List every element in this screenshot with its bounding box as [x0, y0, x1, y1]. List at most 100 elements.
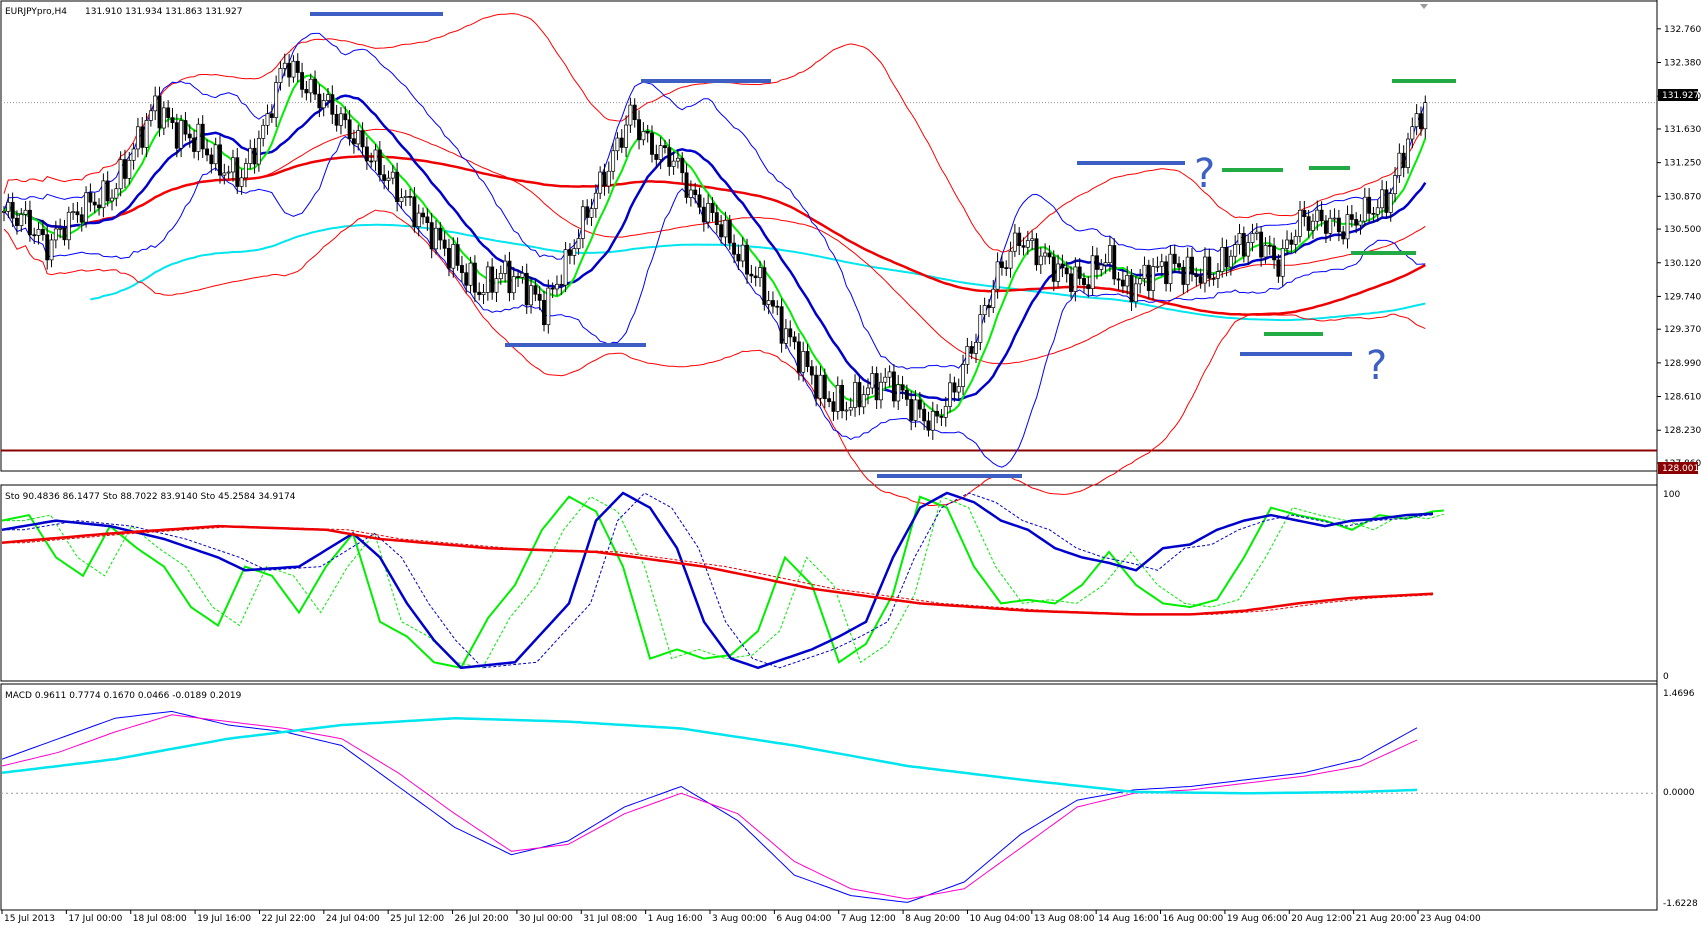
candle-body [1107, 245, 1112, 263]
candle-body [386, 177, 391, 181]
candle-body [429, 222, 434, 250]
candle-body [866, 387, 870, 395]
time-axis[interactable]: 15 Jul 2013 17 Jul 00:00 18 Jul 08:00 19 Ju… [1, 910, 1481, 924]
candle-body [1146, 264, 1151, 291]
candle-body [753, 275, 758, 279]
macd-signal-line [1, 714, 1418, 900]
candle-body [822, 374, 827, 399]
candle-body [900, 384, 905, 391]
candle-body [1341, 231, 1346, 240]
candle-body [999, 261, 1004, 268]
candle-body [248, 147, 253, 164]
macd-zero-label: 0.0000 [1663, 788, 1695, 798]
candle-body [412, 196, 417, 228]
candle-body [796, 341, 801, 373]
candle-body [1181, 266, 1186, 285]
chart-title: EURJPYpro,H4 [5, 7, 67, 17]
candle-body [1125, 275, 1130, 287]
candle-body [330, 94, 335, 115]
candle-body [732, 242, 737, 255]
candle-body [339, 113, 343, 126]
candle-body [144, 120, 149, 148]
price-tick-label: 132.380 [1664, 59, 1701, 69]
candle-body [179, 120, 184, 149]
envelope-lower-line [3, 209, 1426, 506]
candle-body [1155, 265, 1160, 268]
candle-body [222, 172, 227, 176]
candle-body [1323, 220, 1328, 234]
candle-body [1172, 253, 1177, 264]
candle-body [416, 212, 421, 228]
candle-body [235, 157, 240, 187]
candle-body [308, 78, 313, 94]
candle-body [974, 342, 978, 354]
candle-body [351, 138, 356, 145]
time-tick-label: 31 Jul 08:00 [583, 914, 637, 924]
candle-body [15, 217, 19, 226]
candle-body [991, 288, 996, 308]
macd-top-label: 1.4696 [1663, 689, 1695, 699]
candle-body [507, 260, 512, 294]
candle-body [801, 351, 806, 373]
candle-body [114, 188, 119, 199]
candle-body [671, 160, 676, 167]
candle-body [205, 148, 209, 156]
candle-body [92, 201, 97, 206]
candle-body [269, 113, 274, 118]
time-tick-label: 13 Aug 08:00 [1034, 914, 1095, 924]
candle-body [231, 157, 235, 173]
macd-layer [1, 710, 1657, 903]
candle-body [196, 123, 201, 152]
candle-body [1004, 267, 1009, 269]
time-tick-label: 18 Jul 08:00 [133, 914, 187, 924]
candle-body [1228, 255, 1233, 268]
candle-body [1263, 245, 1268, 258]
candle-body [650, 132, 654, 155]
candle-body [1138, 278, 1143, 285]
ma-cyan-line [90, 223, 1426, 322]
candle-body [1380, 189, 1385, 209]
candle-body [1358, 220, 1363, 226]
candle-body [101, 180, 106, 209]
candle-body [771, 300, 775, 307]
candle-body [844, 409, 849, 412]
support-level-box [1658, 462, 1698, 474]
stochastic-medium-line-signal [2, 492, 1434, 669]
candle-body [1090, 255, 1095, 289]
candle-body [762, 267, 767, 305]
candle-body [1349, 214, 1354, 220]
candle-body [1017, 232, 1022, 246]
candle-body [654, 154, 659, 160]
price-tick-label: 130.500 [1664, 225, 1701, 235]
bollinger-lower-line [3, 135, 1426, 468]
candle-body [1224, 247, 1229, 268]
candle-body [645, 131, 650, 134]
candle-body [403, 196, 408, 198]
candle-body [485, 266, 490, 293]
candle-body [874, 373, 879, 401]
time-tick-label: 3 Aug 00:00 [712, 914, 767, 924]
candle-body [619, 137, 624, 148]
question-mark-annotation: ? [1366, 343, 1387, 389]
candle-body [593, 192, 598, 209]
candle-body [23, 209, 28, 215]
candle-body [1298, 209, 1302, 237]
candle-body [153, 95, 158, 112]
candle-body [425, 216, 430, 223]
candle-body [835, 384, 840, 412]
candle-body [161, 107, 166, 129]
candle-body [550, 287, 555, 290]
candle-body [1237, 233, 1242, 245]
candle-body [930, 411, 935, 431]
candle-body [546, 287, 551, 326]
candle-body [382, 174, 387, 181]
macd-title: MACD 0.9611 0.7774 0.1670 0.0466 -0.0189… [5, 691, 242, 701]
candle-body [360, 130, 365, 148]
candle-body [481, 292, 486, 296]
candle-body [1328, 217, 1333, 234]
time-tick-label: 15 Jul 2013 [4, 914, 55, 924]
candle-body [261, 124, 266, 139]
candle-body [118, 159, 123, 190]
chart-shift-marker-icon[interactable] [1420, 4, 1428, 9]
